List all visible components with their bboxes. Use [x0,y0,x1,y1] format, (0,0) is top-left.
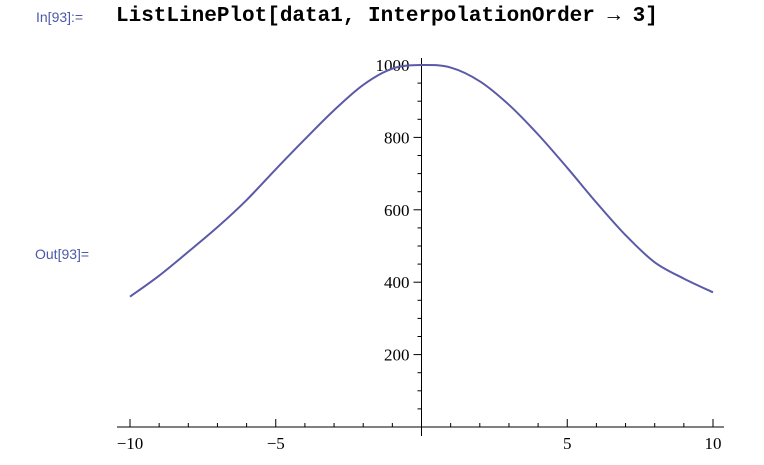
series-group [129,63,714,298]
y-tick-label: 400 [384,273,410,292]
series-line [129,63,714,298]
input-code[interactable]: ListLinePlot[data1, InterpolationOrder →… [116,5,658,28]
y-tick-label: 1000 [376,56,410,75]
x-tick-label: −5 [267,434,285,453]
input-label: In[93]:= [36,9,84,25]
output-label: Out[93]= [35,246,90,262]
axes-group [117,58,724,436]
y-tick-label: 600 [384,201,410,220]
x-tick-label: 5 [563,434,572,453]
y-tick-label: 200 [384,346,410,365]
labels-group: −10 −5 5 10 200 400 600 800 1000 [117,56,722,453]
y-tick-label: 800 [384,128,410,147]
x-tick-label: −10 [117,434,144,453]
ticks-group [129,64,714,427]
x-tick-label: 10 [705,434,722,453]
